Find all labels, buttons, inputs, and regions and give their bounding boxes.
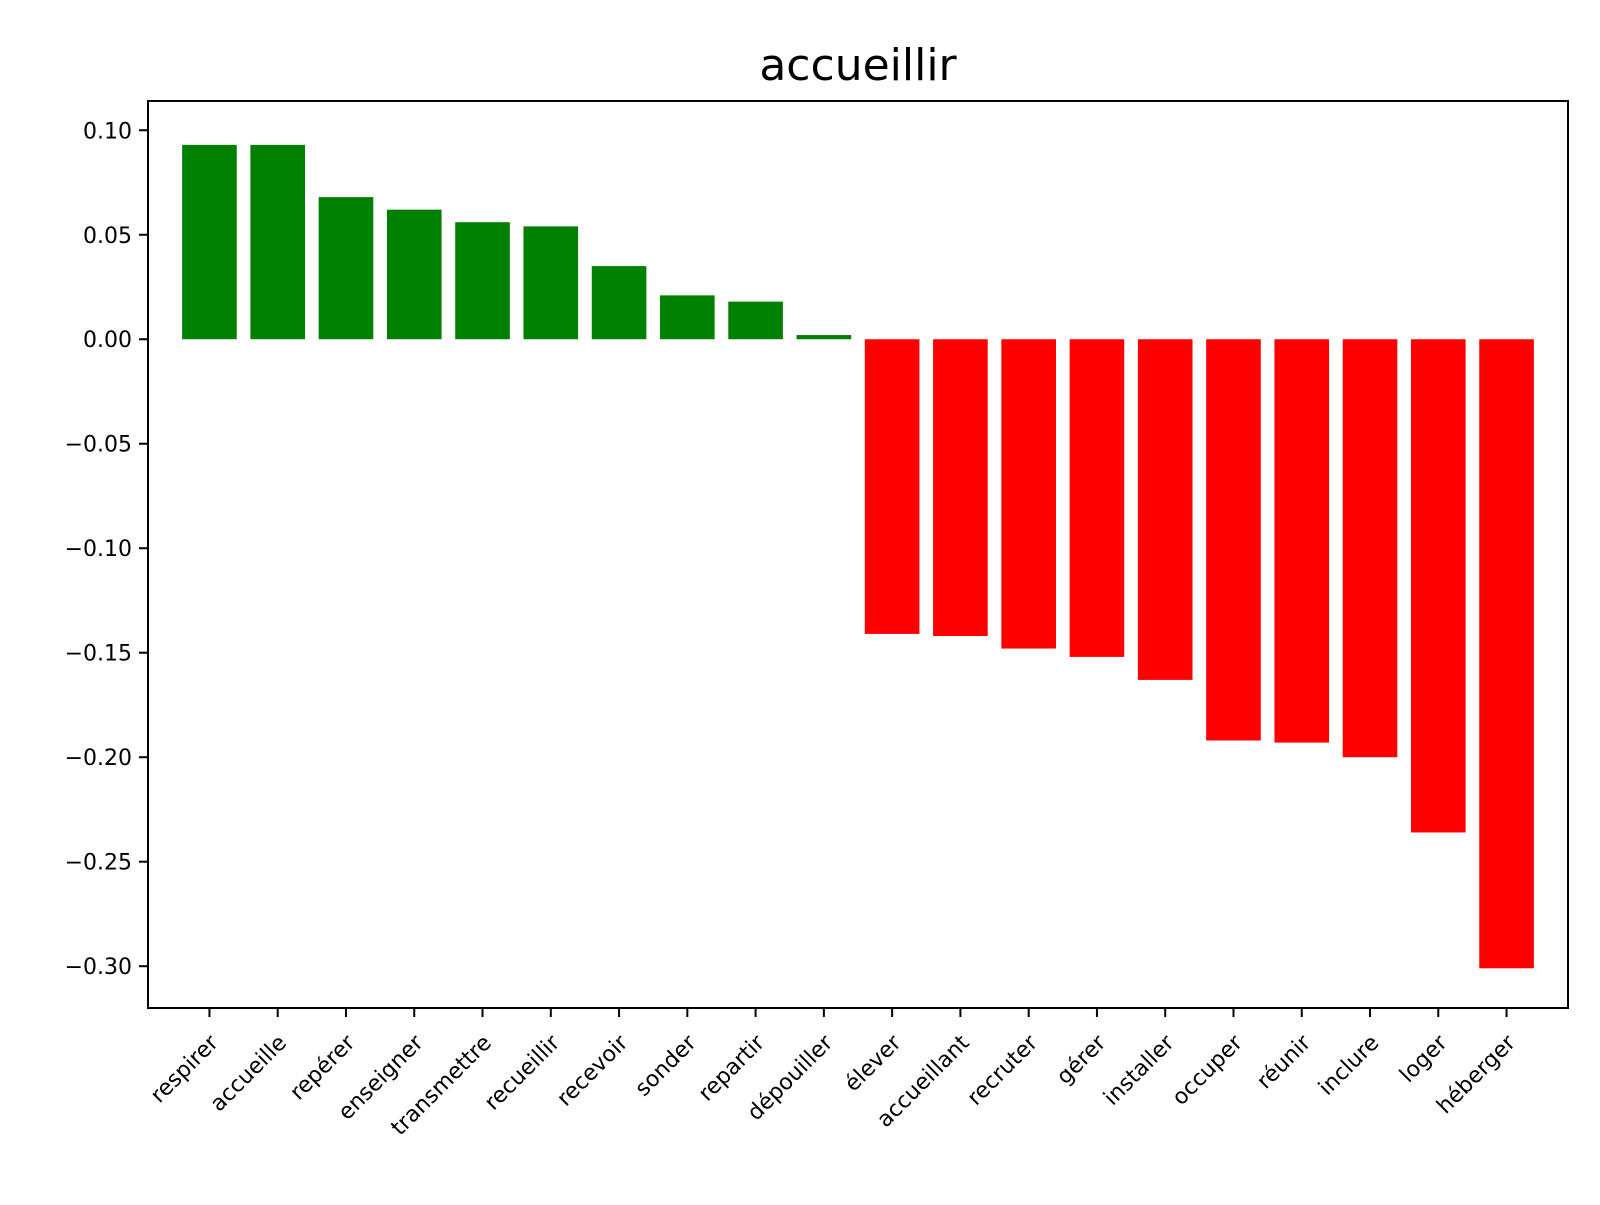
y-tick-label: −0.25 bbox=[65, 851, 132, 876]
bar-4 bbox=[386, 209, 442, 340]
y-tick-label: −0.10 bbox=[65, 537, 132, 562]
bar-6 bbox=[523, 226, 579, 340]
bar-15 bbox=[1137, 339, 1193, 680]
x-tick-label: recevoir bbox=[552, 1030, 634, 1112]
y-tick-label: 0.10 bbox=[83, 119, 132, 144]
bar-14 bbox=[1069, 339, 1125, 657]
x-tick-label: gérer bbox=[1052, 1030, 1112, 1090]
chart-title: accueillir bbox=[759, 40, 957, 91]
x-tick-label: occuper bbox=[1168, 1030, 1249, 1111]
plot-frame bbox=[147, 100, 1569, 1009]
bar-16 bbox=[1206, 339, 1261, 741]
x-tick-label: sonder bbox=[631, 1030, 703, 1102]
bar-1 bbox=[182, 144, 237, 340]
x-tick-label: recruter bbox=[963, 1030, 1044, 1111]
x-tick-label: inclure bbox=[1314, 1031, 1384, 1101]
y-tick-label: 0.05 bbox=[83, 224, 132, 249]
x-tick-label: élever bbox=[840, 1030, 907, 1097]
bar-2 bbox=[250, 144, 306, 340]
bar-17 bbox=[1274, 339, 1330, 743]
y-tick-label: 0.00 bbox=[83, 328, 132, 353]
x-tick-label: réunir bbox=[1252, 1030, 1316, 1094]
y-tick-label: −0.05 bbox=[65, 433, 132, 458]
bar-18 bbox=[1342, 339, 1398, 758]
bar-8 bbox=[660, 295, 715, 340]
bar-20 bbox=[1479, 339, 1534, 969]
bar-13 bbox=[1001, 339, 1056, 649]
bar-9 bbox=[728, 301, 783, 340]
y-axis: 0.10 0.05 0.00 −0.05 −0.10 −0.15 −0.20 −0.25 −0.… bbox=[65, 119, 148, 980]
bar-7 bbox=[591, 266, 647, 340]
bar-11 bbox=[864, 339, 920, 634]
bar-10 bbox=[796, 335, 852, 340]
y-tick-label: −0.30 bbox=[65, 955, 132, 980]
y-tick-label: −0.20 bbox=[65, 746, 132, 771]
bar-5 bbox=[455, 222, 510, 340]
x-tick-label: recueillir bbox=[480, 1030, 566, 1116]
x-tick-label: loger bbox=[1395, 1030, 1453, 1088]
x-tick-label: installer bbox=[1099, 1030, 1180, 1111]
bar-3 bbox=[318, 197, 374, 340]
x-axis: respireraccueillerepérerenseignertransme… bbox=[146, 1008, 1521, 1141]
bars-group bbox=[182, 144, 1534, 969]
bar-19 bbox=[1410, 339, 1466, 833]
y-tick-label: −0.15 bbox=[65, 642, 132, 667]
bar-12 bbox=[933, 339, 988, 637]
